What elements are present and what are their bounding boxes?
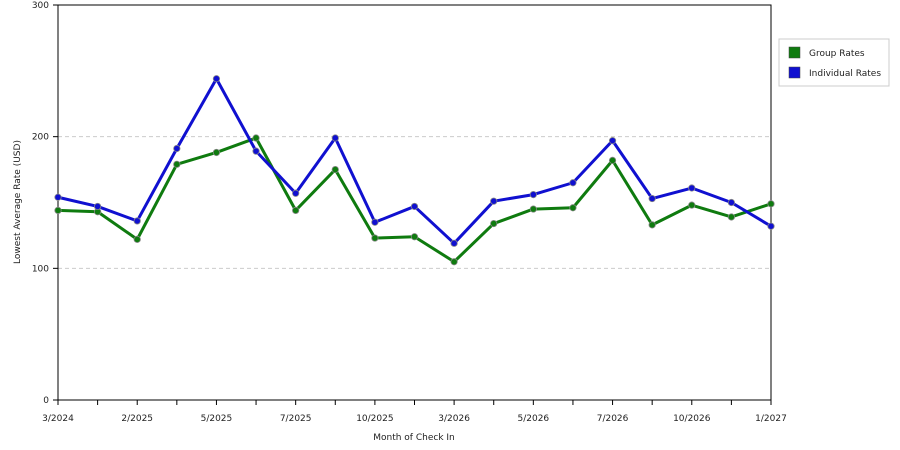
- data-point: [371, 218, 379, 226]
- series-line: [57, 136, 772, 264]
- y-tick-label: 100: [32, 264, 49, 274]
- y-tick-label: 200: [32, 133, 49, 143]
- data-point: [688, 201, 696, 209]
- data-point: [331, 165, 339, 174]
- legend-swatch: [788, 66, 801, 79]
- data-point: [529, 205, 537, 213]
- legend-swatch: [788, 46, 801, 59]
- data-point: [490, 219, 498, 228]
- data-point: [410, 233, 419, 241]
- x-tick-label: 10/2025: [356, 414, 393, 424]
- data-point: [569, 204, 577, 212]
- data-point: [54, 206, 62, 214]
- data-point: [688, 184, 696, 192]
- x-axis-label: Month of Check In: [373, 433, 455, 443]
- data-point: [212, 148, 221, 157]
- data-point: [292, 206, 300, 214]
- y-axis-label: Lowest Average Rate (USD): [13, 140, 23, 264]
- data-point: [133, 235, 141, 243]
- legend-label: Group Rates: [809, 49, 865, 59]
- data-point: [648, 194, 656, 203]
- data-point: [569, 179, 577, 187]
- x-tick-label: 7/2025: [280, 414, 312, 424]
- data-point: [608, 156, 617, 164]
- x-tick-label: 2/2025: [121, 414, 153, 424]
- data-point: [173, 144, 181, 153]
- data-point: [648, 221, 656, 229]
- data-point: [212, 75, 221, 83]
- x-tick-label: 5/2026: [517, 414, 549, 424]
- data-point: [252, 147, 260, 155]
- data-point: [54, 193, 62, 201]
- x-tick-label: 7/2026: [597, 414, 629, 424]
- legend-label: Individual Rates: [809, 69, 881, 79]
- data-point: [767, 222, 775, 230]
- data-point: [727, 213, 735, 221]
- data-point: [133, 217, 141, 225]
- x-tick-label: 1/2027: [755, 414, 787, 424]
- data-point: [410, 202, 419, 211]
- data-point: [529, 191, 537, 199]
- data-point: [767, 200, 775, 208]
- data-point: [450, 239, 458, 247]
- x-tick-label: 3/2024: [42, 414, 74, 424]
- y-tick-label: 0: [43, 396, 49, 406]
- plot-frame: [57, 4, 772, 401]
- data-point: [331, 134, 339, 142]
- data-point: [727, 198, 735, 207]
- data-point: [173, 160, 181, 168]
- data-point: [292, 189, 300, 197]
- data-point: [371, 234, 379, 242]
- data-point: [94, 202, 102, 211]
- x-tick-label: 5/2025: [201, 414, 233, 424]
- data-point: [252, 134, 260, 142]
- data-point: [450, 258, 458, 266]
- x-tick-label: 3/2026: [438, 414, 470, 424]
- y-tick-label: 300: [32, 1, 49, 11]
- data-point: [608, 137, 617, 145]
- data-point: [490, 197, 498, 205]
- x-tick-label: 10/2026: [673, 414, 711, 424]
